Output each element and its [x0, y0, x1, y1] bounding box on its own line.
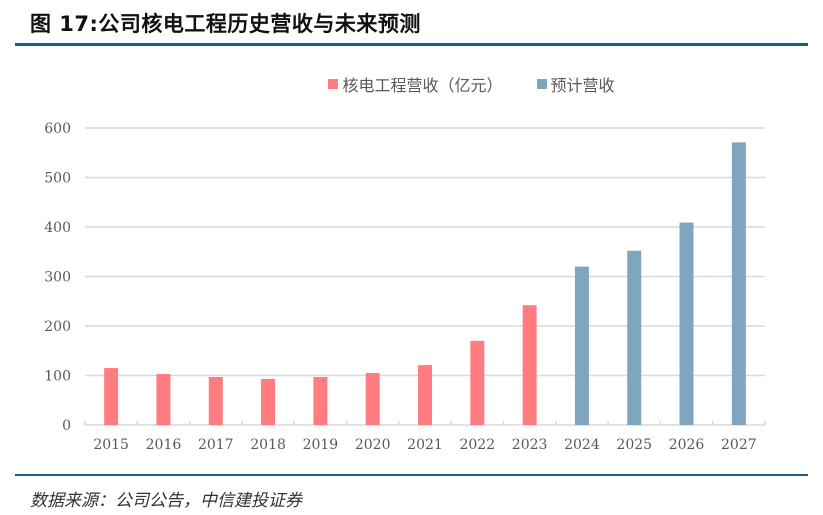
- legend-item-forecast: 预计营收: [536, 72, 615, 96]
- legend-label-forecast: 预计营收: [550, 76, 615, 95]
- bar-forecast-2026: [679, 222, 694, 425]
- y-tick-label: 100: [44, 369, 71, 385]
- title-divider: [15, 43, 808, 46]
- x-axis-ticks: 2015 2016 2017 2018 2019 2020 2021 2022 2023 2024…: [93, 437, 756, 453]
- x-tick-label: 2027: [721, 437, 757, 453]
- bar-historical-2019: [313, 376, 328, 425]
- bar-historical-2017: [208, 376, 223, 425]
- bar-historical-2023: [522, 305, 537, 425]
- x-tick-label: 2015: [93, 437, 129, 453]
- x-tick-label: 2017: [198, 437, 234, 453]
- x-tick-label: 2016: [146, 437, 182, 453]
- bar-historical-2020: [365, 373, 380, 425]
- y-tick-label: 400: [44, 220, 71, 236]
- x-tick-label: 2020: [355, 437, 391, 453]
- x-tick-label: 2019: [303, 437, 339, 453]
- y-tick-label: 0: [62, 418, 71, 434]
- legend-swatch-historical: [328, 79, 339, 89]
- y-axis-ticks: 0 100 200 300 400 500 600: [44, 121, 71, 434]
- x-tick-label: 2021: [407, 437, 443, 453]
- bar-forecast-2025: [627, 250, 642, 425]
- data-source: 数据来源：公司公告，中信建投证券: [30, 491, 302, 511]
- bar-historical-2015: [104, 368, 119, 425]
- y-tick-label: 500: [44, 171, 71, 187]
- x-tick-label: 2018: [250, 437, 286, 453]
- y-tick-label: 300: [44, 270, 71, 286]
- legend-swatch-forecast: [536, 79, 547, 89]
- legend-label-historical: 核电工程营收（亿元）: [342, 76, 503, 95]
- x-tick-label: 2025: [616, 437, 652, 453]
- x-tick-label: 2023: [512, 437, 548, 453]
- x-tick-label: 2026: [669, 437, 705, 453]
- legend-item-historical: 核电工程营收（亿元）: [208, 72, 503, 96]
- bar-historical-2016: [156, 374, 171, 425]
- y-tick-label: 600: [44, 121, 71, 137]
- bar-historical-2021: [418, 365, 432, 425]
- figure-title: 图 17:公司核电工程历史营收与未来预测: [30, 12, 421, 36]
- bar-historical-2022: [470, 340, 485, 425]
- bar-forecast-2027: [731, 142, 746, 426]
- bars: [104, 142, 746, 426]
- bar-historical-2018: [261, 378, 276, 425]
- chart-legend: 核电工程营收（亿元） 预计营收: [0, 72, 823, 96]
- bar-forecast-2024: [574, 266, 589, 425]
- x-tick-label: 2024: [564, 437, 600, 453]
- gridlines: [85, 127, 765, 426]
- x-axis: [84, 421, 766, 425]
- source-divider: [15, 474, 808, 476]
- x-tick-label: 2022: [459, 437, 495, 453]
- y-tick-label: 200: [44, 319, 71, 335]
